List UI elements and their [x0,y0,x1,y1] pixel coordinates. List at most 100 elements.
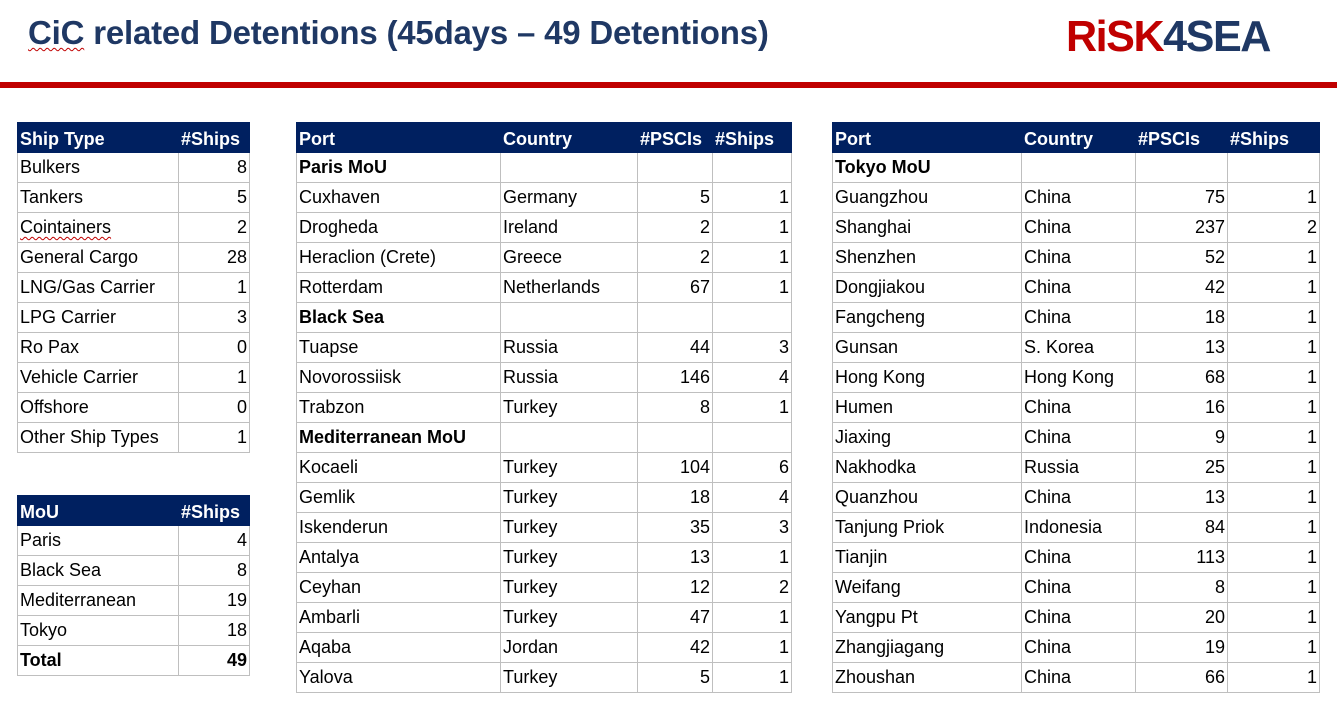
empty-cell [637,152,713,183]
total-row: Total 49 [17,645,250,676]
table-row: Gunsan S. Korea 13 1 [832,332,1320,363]
port-cell: Aqaba [296,632,501,663]
pscis-cell: 19 [1135,632,1228,663]
page-title: CiC related Detentions (45days – 49 Dete… [28,14,769,51]
table-row: Jiaxing China 9 1 [832,422,1320,453]
ships-cell: 28 [178,242,250,273]
port-cell: Yangpu Pt [832,602,1022,633]
empty-cell [500,422,638,453]
ships-cell: 1 [178,272,250,303]
table-row: LNG/Gas Carrier 1 [17,272,250,303]
port-cell: Gemlik [296,482,501,513]
logo-blue-part: 4SEA [1163,12,1271,61]
country-cell: Hong Kong [1021,362,1136,393]
empty-cell [500,152,638,183]
table-row: Ceyhan Turkey 12 2 [296,572,792,603]
column-header-ships: #Ships [712,122,792,153]
logo-red-part: RiSK [1066,12,1165,61]
table-row: Cointainers 2 [17,212,250,243]
ships-cell: 1 [712,272,792,303]
country-cell: China [1021,212,1136,243]
ships-cell: 1 [1227,572,1320,603]
country-cell: China [1021,302,1136,333]
label-cell: LPG Carrier [17,302,179,333]
ships-cell: 5 [178,182,250,213]
pscis-cell: 2 [637,242,713,273]
pscis-cell: 237 [1135,212,1228,243]
table-row: Ro Pax 0 [17,332,250,363]
pscis-cell: 68 [1135,362,1228,393]
table-row: Black Sea 8 [17,555,250,586]
column-header-pscis: #PSCIs [637,122,713,153]
pscis-cell: 13 [637,542,713,573]
pscis-cell: 20 [1135,602,1228,633]
country-cell: Turkey [500,482,638,513]
label-cell: Cointainers [17,212,179,243]
ports-right-body: Tokyo MoU Guangzhou China 75 1 Shanghai China 2… [832,152,1320,693]
country-cell: S. Korea [1021,332,1136,363]
pscis-cell: 75 [1135,182,1228,213]
label-cell: Black Sea [17,555,179,586]
ships-cell: 1 [1227,452,1320,483]
port-cell: Humen [832,392,1022,423]
ships-cell: 1 [712,662,792,693]
port-cell: Ceyhan [296,572,501,603]
pscis-cell: 18 [637,482,713,513]
port-cell: Rotterdam [296,272,501,303]
country-cell: Turkey [500,392,638,423]
ships-cell: 1 [1227,512,1320,543]
ships-cell: 4 [178,525,250,556]
label-cell: Vehicle Carrier [17,362,179,393]
ships-cell: 1 [712,242,792,273]
label-cell: Tankers [17,182,179,213]
pscis-cell: 5 [637,662,713,693]
table-row: Tianjin China 113 1 [832,542,1320,573]
empty-cell [1135,152,1228,183]
ships-cell: 1 [1227,602,1320,633]
ships-cell: 1 [1227,422,1320,453]
pscis-cell: 47 [637,602,713,633]
country-cell: China [1021,572,1136,603]
country-cell: Russia [500,362,638,393]
port-cell: Nakhodka [832,452,1022,483]
table-row: Gemlik Turkey 18 4 [296,482,792,513]
port-cell: Kocaeli [296,452,501,483]
pscis-cell: 13 [1135,332,1228,363]
port-cell: Shenzhen [832,242,1022,273]
label-cell: Mediterranean [17,585,179,616]
empty-cell [500,302,638,333]
table-row: Tokyo 18 [17,615,250,646]
country-cell: Russia [500,332,638,363]
table-row: Humen China 16 1 [832,392,1320,423]
country-cell: Greece [500,242,638,273]
pscis-cell: 16 [1135,392,1228,423]
pscis-cell: 52 [1135,242,1228,273]
column-header-country: Country [500,122,638,153]
table-row: LPG Carrier 3 [17,302,250,333]
port-cell: Weifang [832,572,1022,603]
pscis-cell: 2 [637,212,713,243]
ships-cell: 3 [712,512,792,543]
country-cell: Turkey [500,452,638,483]
table-row: Kocaeli Turkey 104 6 [296,452,792,483]
ships-cell: 4 [712,362,792,393]
pscis-cell: 9 [1135,422,1228,453]
port-cell: Tuapse [296,332,501,363]
table-row: Guangzhou China 75 1 [832,182,1320,213]
column-header-country: Country [1021,122,1136,153]
ships-cell: 1 [1227,662,1320,693]
country-cell: China [1021,542,1136,573]
empty-cell [637,422,713,453]
port-cell: Quanzhou [832,482,1022,513]
country-cell: China [1021,602,1136,633]
table-row: Heraclion (Crete) Greece 2 1 [296,242,792,273]
pscis-cell: 84 [1135,512,1228,543]
column-header-mou: MoU [17,495,179,526]
ships-cell: 2 [712,572,792,603]
table-row: Nakhodka Russia 25 1 [832,452,1320,483]
country-cell: Turkey [500,662,638,693]
ships-cell: 1 [1227,542,1320,573]
ships-cell: 4 [712,482,792,513]
table-row: Shenzhen China 52 1 [832,242,1320,273]
label-cell: LNG/Gas Carrier [17,272,179,303]
